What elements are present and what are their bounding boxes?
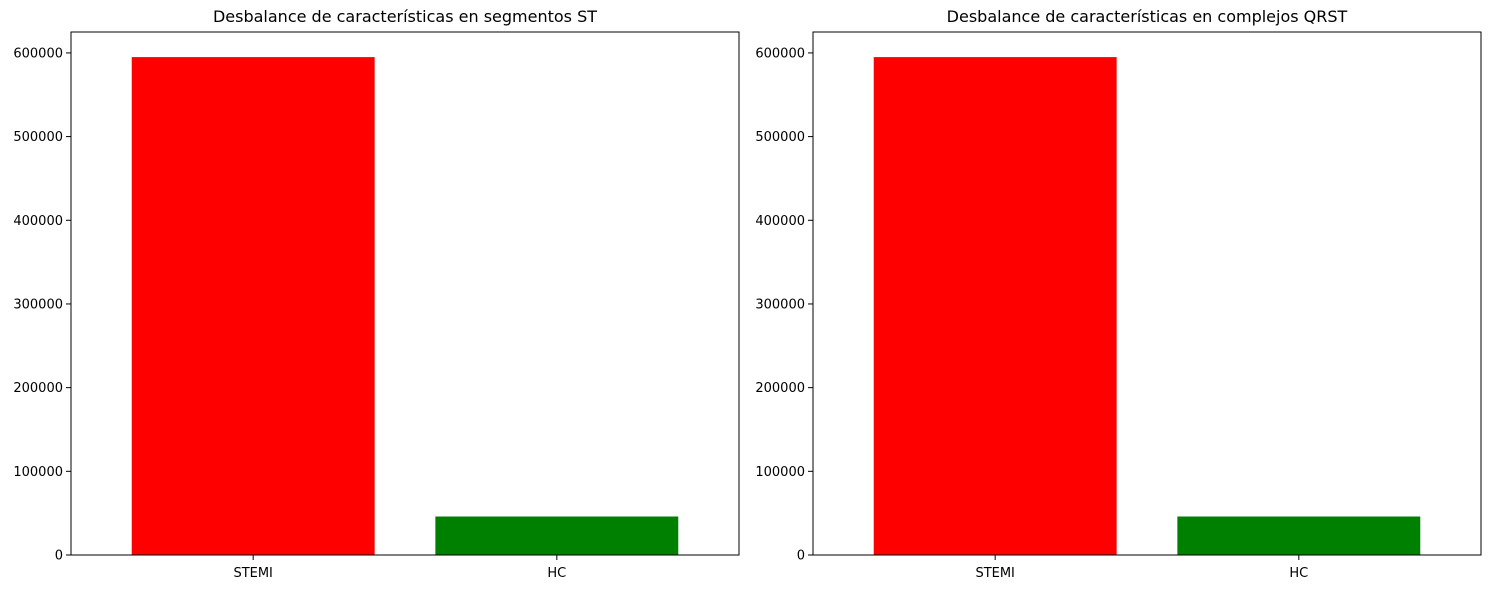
chart-st-bar-hc [435,516,679,555]
chart-qrst-plot: 0 100000 200000 300000 400000 500000 600000 STE… [755,46,1421,581]
chart-st-ytick-label: 200000 [13,381,63,396]
chart-st-ytick-label: 100000 [13,465,63,480]
chart-qrst-ytick-label: 200000 [755,381,805,396]
chart-qrst-axes-frame [812,31,1482,556]
chart-qrst-ytick-label: 400000 [755,214,805,229]
chart-qrst-xtick-label-hc: HC [1289,566,1308,581]
chart-st-axes-frame [70,31,740,556]
chart-st-xtick-label-stemi: STEMI [233,566,272,581]
chart-qrst-bar-stemi [873,57,1117,555]
chart-qrst-title: Desbalance de características en complej… [947,7,1348,26]
chart-st-ytick-label: 300000 [13,297,63,312]
chart-qrst-ytick-label: 600000 [755,46,805,61]
chart-qrst-bar-hc [1177,516,1421,555]
chart-st-ytick-label: 500000 [13,130,63,145]
chart-st-xtick-label-hc: HC [547,566,566,581]
chart-qrst-ytick-label: 100000 [755,465,805,480]
chart-qrst-ytick-label: 500000 [755,130,805,145]
chart-st-plot: 0 100000 200000 300000 400000 500000 600000 STE… [13,46,679,581]
chart-st-title: Desbalance de características en segment… [213,7,597,26]
chart-st-ytick-label: 600000 [13,46,63,61]
chart-st-ytick-label: 400000 [13,214,63,229]
chart-st-segments: Desbalance de características en segment… [13,7,740,581]
chart-st-ytick-label: 0 [55,549,63,564]
chart-qrst-ytick-label: 300000 [755,297,805,312]
chart-qrst-xtick-label-stemi: STEMI [975,566,1014,581]
chart-qrst-complexes: Desbalance de características en complej… [755,7,1482,581]
chart-st-bar-stemi [131,57,375,555]
chart-qrst-ytick-label: 0 [797,549,805,564]
